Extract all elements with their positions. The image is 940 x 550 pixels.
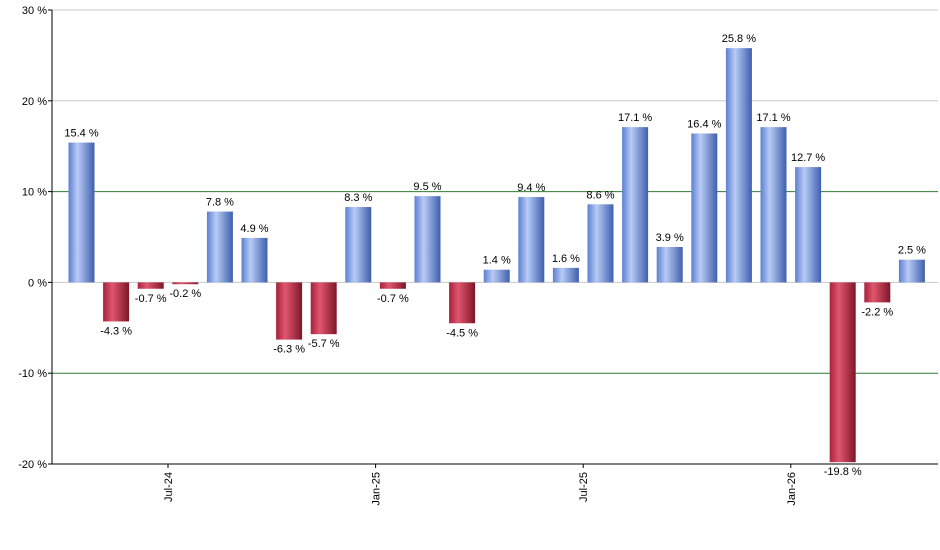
bar [587, 204, 614, 283]
axes: 30 % 20 % 10 % 0 % -10 % -20 % Jul-24 Jan-25 Jul… [18, 5, 938, 506]
y-tick-label: 20 % [22, 96, 47, 108]
x-tick-label: Jan-25 [371, 472, 383, 506]
y-tick-label: 0 % [28, 277, 47, 289]
y-tick-label: 30 % [22, 5, 47, 17]
data-label: -0.7 % [135, 293, 167, 305]
y-tick-label: -10 % [18, 368, 47, 380]
data-label: -0.2 % [169, 288, 201, 300]
bar [518, 197, 545, 283]
bar [760, 127, 787, 283]
data-label: -19.8 % [824, 466, 862, 478]
data-label: 8.6 % [586, 189, 614, 201]
data-label: 9.4 % [517, 182, 545, 194]
bar [172, 282, 199, 285]
y-tick-label: 10 % [22, 187, 47, 199]
bar [449, 282, 476, 324]
data-label: 17.1 % [756, 112, 790, 124]
data-label: 1.6 % [552, 253, 580, 265]
bar [345, 207, 372, 283]
bar [103, 282, 130, 322]
bar [241, 237, 268, 283]
data-label: -6.3 % [273, 344, 305, 356]
bar [552, 267, 579, 283]
bar [795, 167, 822, 283]
data-label: 15.4 % [64, 128, 98, 140]
data-label: 16.4 % [687, 118, 721, 130]
bar [864, 282, 891, 303]
data-label: 3.9 % [656, 232, 684, 244]
data-label: 17.1 % [618, 112, 652, 124]
data-label: 8.3 % [344, 192, 372, 204]
y-tick-label: -20 % [18, 459, 47, 471]
bars [68, 48, 925, 463]
data-label: 7.8 % [206, 197, 234, 209]
bar [310, 282, 337, 335]
data-label: -5.7 % [308, 338, 340, 350]
bar [206, 211, 233, 283]
bar [68, 142, 95, 283]
bar [622, 127, 649, 283]
data-label: 12.7 % [791, 152, 825, 164]
bar [276, 282, 303, 340]
data-label: -4.3 % [100, 325, 132, 337]
data-label: 1.4 % [483, 255, 511, 267]
data-label: 4.9 % [240, 223, 268, 235]
x-tick-label: Jul-24 [163, 472, 175, 502]
bar [414, 196, 441, 283]
bar [137, 282, 164, 289]
data-label: -2.2 % [861, 306, 893, 318]
data-label: -0.7 % [377, 293, 409, 305]
data-label: 2.5 % [898, 245, 926, 257]
x-tick-label: Jul-25 [578, 472, 590, 502]
bar [829, 282, 856, 463]
bar [898, 259, 925, 283]
bar [656, 246, 683, 283]
bar [379, 282, 406, 289]
bar [725, 48, 752, 283]
bar [691, 133, 718, 283]
data-label: 25.8 % [722, 33, 756, 45]
data-labels: 15.4 %-4.3 %-0.7 % -0.2 %7.8 %4.9 %-6.3 %… [64, 33, 926, 478]
bar [483, 269, 510, 283]
x-tick-label: Jan-26 [786, 472, 798, 506]
data-label: 9.5 % [413, 181, 441, 193]
data-label: -4.5 % [446, 327, 478, 339]
